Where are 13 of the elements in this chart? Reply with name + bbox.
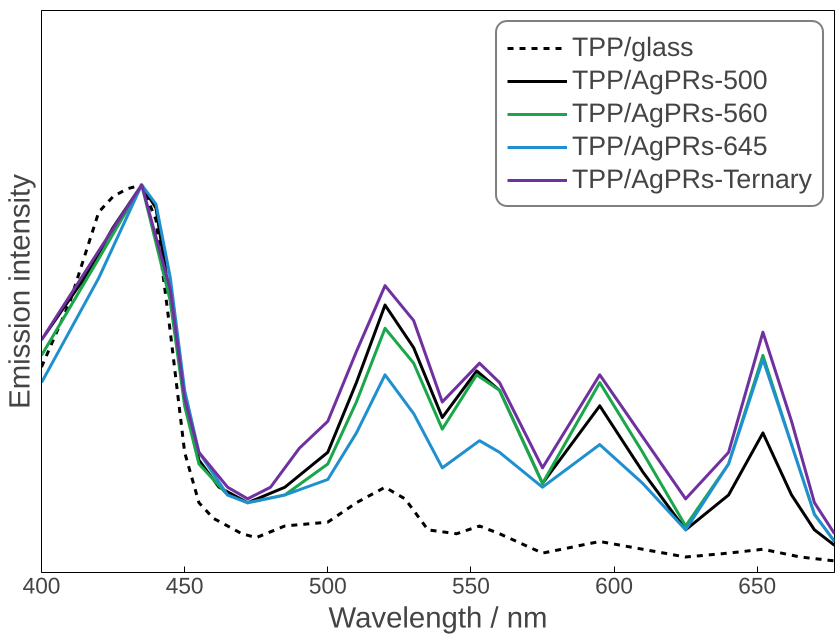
x-tick-label: 500	[308, 572, 347, 598]
x-tick-label: 450	[166, 572, 204, 598]
legend-label: TPP/AgPRs-500	[572, 65, 768, 96]
x-tick-label: 600	[595, 572, 633, 598]
y-axis-title: Emission intensity	[4, 174, 36, 409]
x-axis-title: Wavelength / nm	[328, 602, 548, 634]
legend-label: TPP/AgPRs-560	[572, 98, 768, 129]
legend-label: TPP/AgPRs-645	[572, 131, 768, 162]
x-tick-label: 650	[738, 572, 776, 598]
x-tick-label: 550	[452, 572, 490, 598]
x-tick-label: 400	[22, 572, 60, 598]
legend-label: TPP/glass	[572, 32, 694, 63]
legend-label: TPP/AgPRs-Ternary	[572, 164, 812, 195]
